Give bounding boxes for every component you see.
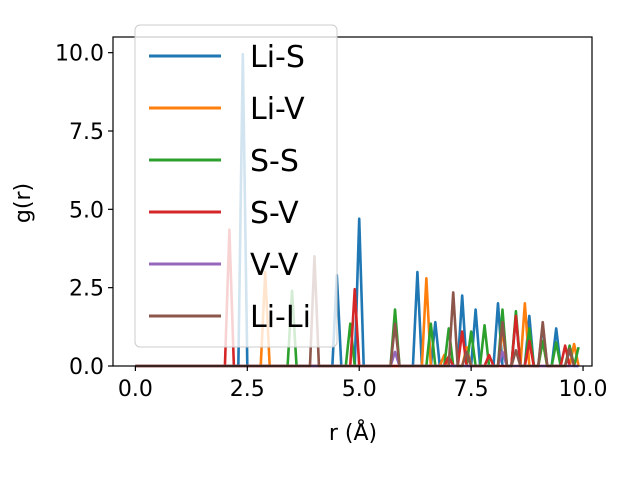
y-tick-label: 10.0 [55,42,104,67]
y-axis-label: g(r) [11,183,36,223]
legend-label: S-S [250,144,299,179]
legend-label: V-V [250,248,299,283]
x-axis: 0.0 2.5 5.0 7.5 10.0 [118,366,608,402]
plot-frame [112,36,593,367]
y-tick-label: 2.5 [69,277,104,302]
x-tick-label: 0.0 [118,377,153,402]
x-tick-label: 10.0 [559,377,608,402]
legend-label: Li-S [250,40,305,75]
y-tick-label: 5.0 [69,198,104,223]
y-tick-label: 7.5 [69,120,104,145]
legend-label: S-V [250,196,299,231]
y-axis: 0.0 2.5 5.0 7.5 10.0 [55,42,113,380]
y-tick-label: 0.0 [69,355,104,380]
x-tick-label: 7.5 [454,377,489,402]
legend-label: Li-Li [250,300,311,335]
x-tick-label: 5.0 [342,377,377,402]
x-axis-label: r (Å) [329,419,377,446]
legend: Li-S Li-V S-S S-V V-V Li-Li [134,24,338,348]
x-tick-label: 2.5 [230,377,265,402]
legend-box [134,24,338,348]
legend-label: Li-V [250,92,305,127]
